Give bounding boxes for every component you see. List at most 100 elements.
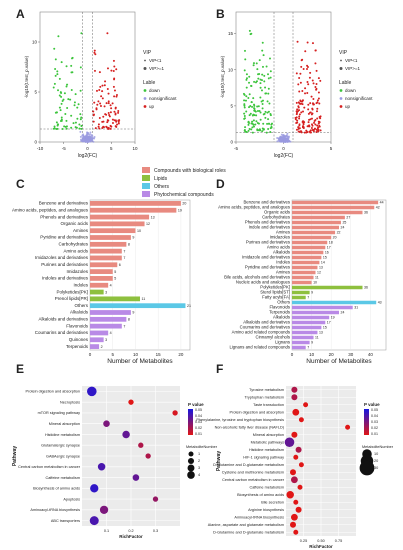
- point-down: [65, 127, 68, 130]
- point-up: [93, 101, 96, 104]
- point-down: [268, 102, 271, 105]
- point-down: [71, 71, 74, 74]
- points: [242, 29, 322, 143]
- point-up: [95, 107, 98, 110]
- category-label: Imidazoles and derivatives: [35, 255, 89, 260]
- bar-value-label: 3: [105, 290, 107, 294]
- bubble: [90, 484, 99, 493]
- bubble: [303, 402, 309, 408]
- bar-value-label: 43: [378, 300, 382, 304]
- point-up: [110, 107, 113, 110]
- volcano-plot-a: -10 -5 0 5 10 0 5 10 log2(FC) -log10(t.test_p.val…: [24, 11, 177, 159]
- pathway-label: Metabolic pathways: [251, 441, 284, 445]
- legend-vip-item: VIP>=1: [345, 66, 361, 71]
- bar-value-label: 44: [380, 200, 384, 204]
- bar: [292, 260, 320, 265]
- point-up: [99, 105, 102, 108]
- bar-value-label: 4: [110, 283, 112, 287]
- point-down: [70, 114, 73, 117]
- point-up: [115, 94, 118, 97]
- point-up: [295, 111, 298, 114]
- point-down: [269, 130, 272, 133]
- point-down: [52, 86, 55, 89]
- point-up: [302, 120, 305, 123]
- legend-pvalue-tick: 0.03: [195, 420, 202, 424]
- bubble: [103, 420, 110, 427]
- point-down: [252, 97, 255, 100]
- pathway-label: Apoptosis: [63, 497, 80, 501]
- point-down: [58, 94, 61, 97]
- category-label: Amino acids, peptides, and analogues: [12, 207, 89, 212]
- point-nonsignificant: [91, 139, 94, 142]
- legend-pvalue-tick: 0.05: [195, 408, 202, 412]
- pathway-label: Arginine biosynthesis: [248, 508, 284, 512]
- point-up: [315, 102, 318, 105]
- bar-value-label: 11: [142, 297, 146, 301]
- point-down: [259, 118, 262, 121]
- point-up: [310, 113, 313, 116]
- category-label: Cinnamyl alcohols: [256, 334, 291, 339]
- point-up: [316, 107, 319, 110]
- bar: [292, 255, 322, 260]
- category-label: Others: [277, 299, 290, 304]
- point-nonsignificant: [285, 135, 288, 138]
- point-up: [113, 65, 116, 68]
- point-up: [295, 72, 298, 75]
- bar-value-label: 11: [315, 275, 319, 279]
- point-nonsignificant: [79, 130, 82, 133]
- point-down: [250, 32, 253, 35]
- point-up: [319, 79, 322, 82]
- legend-size-tick: 10: [374, 452, 378, 456]
- point-up: [106, 67, 109, 70]
- bar: [90, 235, 131, 240]
- point-down: [248, 81, 251, 84]
- point-down: [56, 73, 59, 76]
- point-down: [253, 103, 256, 106]
- point-up: [298, 77, 301, 80]
- point-down: [74, 93, 77, 96]
- point-down: [60, 116, 63, 119]
- legend-item: Lipids: [154, 176, 168, 182]
- point-down: [248, 93, 251, 96]
- point-up: [303, 106, 306, 109]
- bar-value-label: 36: [364, 210, 368, 214]
- point-up: [102, 115, 105, 118]
- point-up: [318, 121, 321, 124]
- legend-size-marker: [187, 464, 195, 472]
- point-down: [243, 106, 246, 109]
- bar: [292, 230, 336, 235]
- point-down: [268, 57, 271, 60]
- category-label: Amines: [73, 228, 89, 233]
- point-down: [269, 76, 272, 79]
- point-up: [97, 100, 100, 103]
- point-down: [259, 82, 262, 85]
- point-down: [57, 35, 60, 38]
- x-tick-label: 0: [89, 352, 92, 357]
- bar-value-label: 17: [327, 320, 331, 324]
- point-down: [258, 109, 261, 112]
- point-down: [60, 91, 63, 94]
- point-up: [302, 126, 305, 129]
- x-tick-label: -5: [62, 146, 66, 151]
- point-down: [261, 130, 264, 133]
- point-up: [98, 88, 101, 91]
- category-label: Indoles: [276, 259, 290, 264]
- category-label: Amino acids, peptides, and analogues: [218, 204, 290, 209]
- x-tick-label: 0.50: [317, 539, 324, 543]
- legend-colorbar: [364, 409, 369, 435]
- point-up: [311, 42, 314, 45]
- point-up: [107, 111, 110, 114]
- point-up: [297, 126, 300, 129]
- bar: [292, 220, 341, 225]
- point-down: [261, 73, 264, 76]
- point-down: [53, 125, 56, 128]
- point-down: [259, 96, 262, 99]
- point-down: [256, 129, 259, 132]
- legend-colorbar: [188, 409, 193, 435]
- bar-value-label: 13: [319, 265, 323, 269]
- point-nonsignificant: [286, 132, 289, 135]
- bar: [292, 345, 306, 350]
- point-up: [317, 126, 320, 129]
- point-down: [60, 118, 63, 121]
- legend-pvalue-tick: 0.04: [195, 414, 202, 418]
